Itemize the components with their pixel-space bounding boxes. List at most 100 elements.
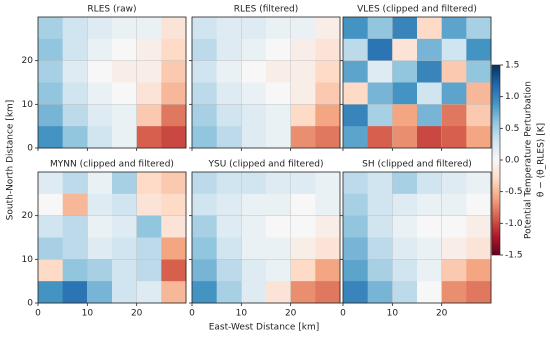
panel-frame: [191, 16, 341, 149]
heat-cell: [136, 126, 162, 149]
heat-cell: [112, 215, 138, 238]
heat-cell: [315, 126, 341, 149]
heat-cell: [192, 82, 218, 105]
heat-cell: [367, 82, 393, 105]
heat-cell: [392, 215, 418, 238]
heat-cell: [266, 215, 292, 238]
heat-cell: [417, 215, 443, 238]
panel-frame: [191, 171, 341, 304]
panel-title: RLES (filtered): [234, 5, 299, 15]
y-axis-label: South-North Distance [km]: [6, 100, 16, 221]
heatmap: [38, 172, 187, 304]
heat-cell: [466, 259, 492, 282]
heat-cell: [417, 104, 443, 127]
heat-cell: [216, 193, 242, 217]
heat-cell: [367, 259, 393, 282]
heat-cell: [136, 82, 162, 105]
heat-cell: [290, 60, 316, 83]
heat-cell: [112, 281, 138, 304]
colorbar-tick-label: 1.5: [505, 61, 519, 71]
heat-cell: [112, 237, 138, 260]
colorbar-tick-label: 0.0: [505, 156, 520, 166]
heat-cell: [216, 82, 242, 105]
heat-cell: [343, 259, 369, 282]
heat-cell: [343, 60, 369, 83]
heat-cell: [136, 172, 162, 195]
heat-cell: [161, 104, 187, 127]
heat-cell: [38, 126, 64, 149]
x-tick-label: 0: [189, 309, 195, 319]
heat-cell: [392, 82, 418, 105]
heat-cell: [315, 193, 341, 217]
heat-cell: [290, 193, 316, 217]
heatmap: [343, 172, 492, 304]
colorbar-tick-label: 0.5: [505, 124, 519, 134]
heat-cell: [367, 237, 393, 260]
heat-cell: [441, 259, 467, 282]
heat-cell: [266, 259, 292, 282]
heat-cell: [343, 215, 369, 238]
heat-cell: [161, 38, 187, 62]
y-tick-label: 10: [22, 255, 34, 265]
heat-cell: [136, 38, 162, 62]
x-tick-label: 0: [340, 309, 346, 319]
heat-cell: [417, 126, 443, 149]
heat-cell: [466, 82, 492, 105]
heat-cell: [290, 172, 316, 195]
heat-cell: [87, 237, 113, 260]
heat-cell: [392, 193, 418, 217]
heat-cell: [192, 237, 218, 260]
heat-cell: [367, 38, 393, 62]
heat-cell: [466, 193, 492, 217]
heat-cell: [216, 60, 242, 83]
heat-cell: [392, 38, 418, 62]
heat-cell: [466, 38, 492, 62]
heat-cell: [266, 193, 292, 217]
heat-cell: [466, 104, 492, 127]
heat-cell: [417, 60, 443, 83]
y-tick-label: 20: [22, 211, 34, 221]
heat-cell: [38, 17, 64, 40]
heat-cell: [192, 193, 218, 217]
heat-cell: [216, 281, 242, 304]
heat-cell: [192, 172, 218, 195]
heat-cell: [367, 193, 393, 217]
heat-cell: [290, 259, 316, 282]
heat-cell: [112, 17, 138, 40]
panel-frame: [37, 171, 187, 304]
heat-cell: [290, 82, 316, 105]
heat-cell: [87, 82, 113, 105]
heat-cell: [87, 193, 113, 217]
heat-cell: [441, 237, 467, 260]
heat-cell: [266, 281, 292, 304]
heat-cell: [392, 281, 418, 304]
heat-cell: [161, 126, 187, 149]
heat-cell: [441, 60, 467, 83]
heat-cell: [192, 259, 218, 282]
heat-cell: [417, 237, 443, 260]
heat-cell: [266, 60, 292, 83]
heat-cell: [112, 259, 138, 282]
colorbar-label: Potential Temperature Perturbation: [524, 81, 534, 239]
heat-cell: [417, 38, 443, 62]
heat-cell: [87, 60, 113, 83]
heat-cell: [112, 172, 138, 195]
heat-cell: [417, 172, 443, 195]
heat-cell: [266, 82, 292, 105]
heat-cell: [38, 281, 64, 304]
heat-cell: [392, 104, 418, 127]
heat-cell: [290, 126, 316, 149]
panel-title: YSU (clipped and filtered): [208, 160, 324, 170]
heat-cell: [87, 172, 113, 195]
heat-cell: [216, 237, 242, 260]
heat-cell: [136, 281, 162, 304]
panel-title: RLES (raw): [87, 5, 136, 15]
heat-cell: [290, 237, 316, 260]
colorbar-tick-label: -0.5: [505, 187, 523, 197]
heat-cell: [241, 82, 267, 105]
y-tick-label: 20: [22, 56, 34, 66]
heat-cell: [343, 17, 369, 40]
heat-cell: [62, 237, 88, 260]
colorbar: [491, 64, 501, 256]
y-tick-label: 0: [27, 144, 33, 154]
